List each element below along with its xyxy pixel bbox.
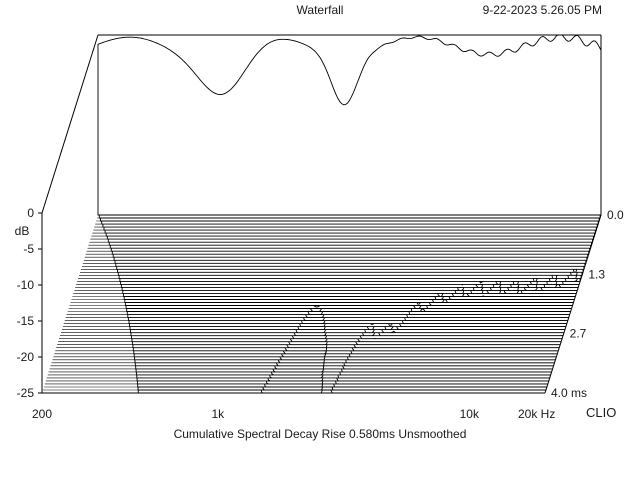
chart-title: Waterfall <box>296 3 344 17</box>
y-tick-label: -15 <box>17 314 35 328</box>
decay-slice <box>97 34 602 216</box>
decay-slices <box>97 34 602 394</box>
x-tick-label: 20k Hz <box>518 407 555 421</box>
y-tick-label: 0 <box>27 206 34 220</box>
y-tick-label: -25 <box>17 386 35 400</box>
right-depth-edge <box>544 214 602 394</box>
z-tick-label: 1.3 <box>588 267 605 281</box>
axis-ticks: 0 -5 -10 -15 -20 -25 dB 200 1k 10k 20k Hz 0.0 1.3 2.7… <box>15 206 624 421</box>
y-tick-label: -20 <box>17 350 35 364</box>
x-tick-label: 200 <box>32 407 52 421</box>
x-tick-label: 10k <box>460 407 480 421</box>
x-tick-label: 1k <box>211 407 225 421</box>
y-tick-label: -5 <box>23 242 34 256</box>
z-tick-label: 2.7 <box>570 327 587 341</box>
y-tick-label: -10 <box>17 278 35 292</box>
z-tick-label: 0.0 <box>607 208 624 222</box>
axes-frame <box>38 34 602 394</box>
chart-caption: Cumulative Spectral Decay Rise 0.580ms U… <box>173 427 467 441</box>
y-axis-label: dB <box>15 224 30 238</box>
brand-label: CLIO <box>586 405 617 420</box>
left-depth-edge <box>41 34 99 214</box>
z-tick-label: 4.0 ms <box>551 386 587 400</box>
timestamp: 9-22-2023 5.26.05 PM <box>482 3 602 17</box>
